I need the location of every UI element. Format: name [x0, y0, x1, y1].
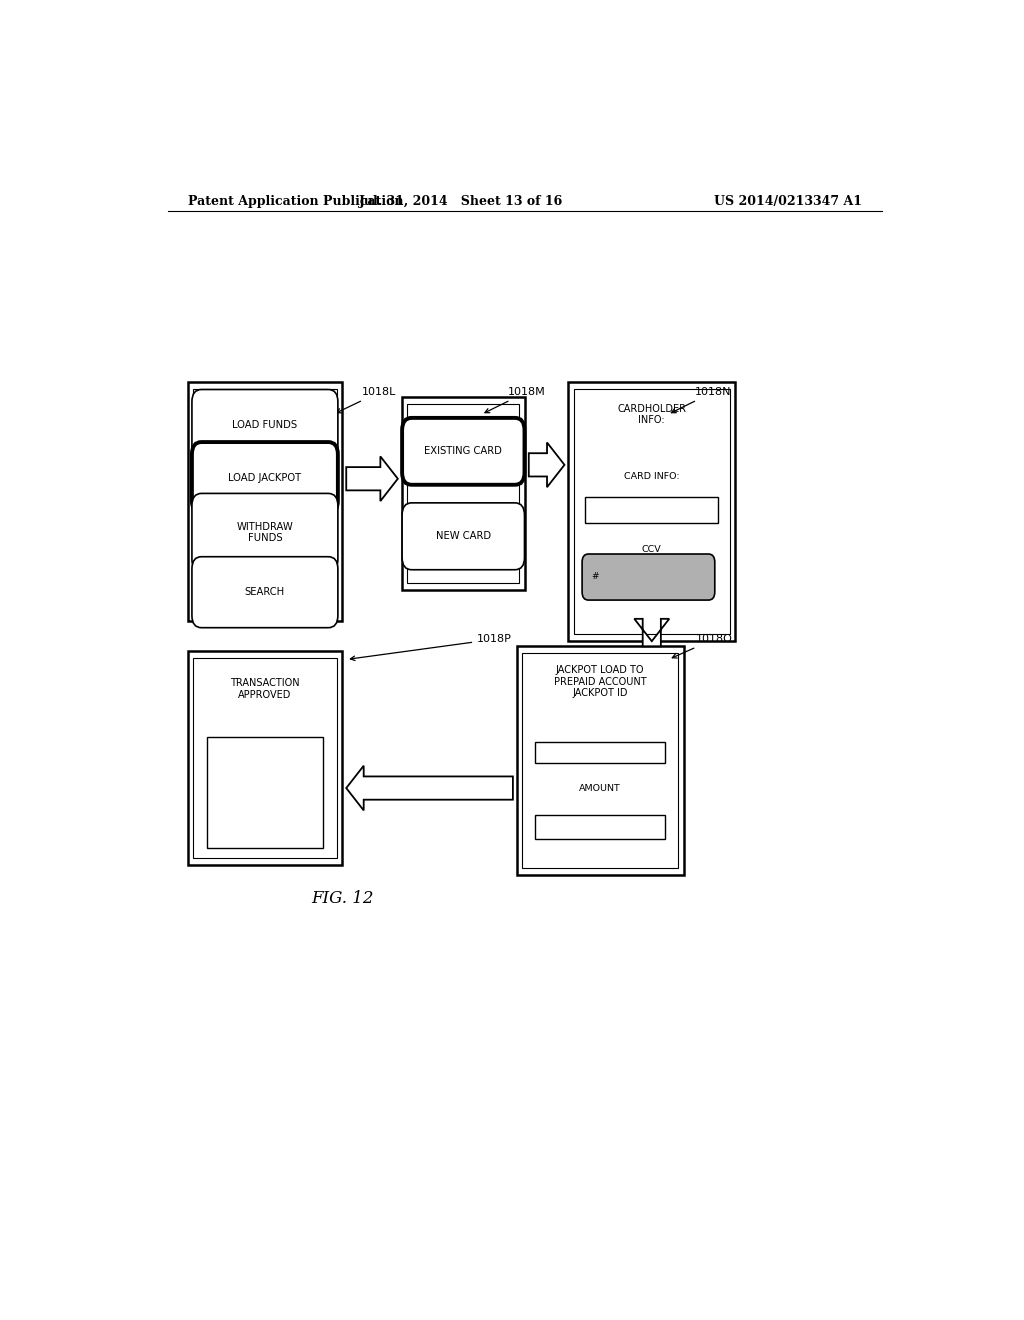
Bar [408, 404, 519, 583]
Text: 1018M: 1018M [485, 387, 545, 413]
Text: #: # [589, 506, 596, 515]
Text: LOAD JACKPOT: LOAD JACKPOT [228, 473, 301, 483]
FancyBboxPatch shape [191, 494, 338, 572]
FancyBboxPatch shape [191, 442, 338, 513]
Text: WITHDRAW
FUNDS: WITHDRAW FUNDS [237, 521, 293, 544]
Text: AMOUNT: AMOUNT [580, 784, 622, 792]
Bar [517, 647, 684, 875]
Text: CCV: CCV [642, 545, 662, 553]
Text: JACKPOT LOAD TO
PREPAID ACCOUNT
JACKPOT ID: JACKPOT LOAD TO PREPAID ACCOUNT JACKPOT … [554, 665, 646, 698]
Text: SEARCH: SEARCH [245, 587, 285, 597]
Bar [585, 498, 719, 523]
Bar [194, 389, 337, 614]
Text: #: # [591, 573, 598, 581]
FancyBboxPatch shape [402, 503, 524, 570]
Bar [536, 814, 666, 840]
Bar [574, 389, 729, 634]
Text: 1018O: 1018O [672, 634, 732, 657]
FancyBboxPatch shape [191, 389, 338, 461]
Bar [207, 737, 324, 847]
Text: Patent Application Publication: Patent Application Publication [187, 195, 403, 209]
Bar [194, 659, 337, 858]
Text: CARDHOLDER
INFO:: CARDHOLDER INFO: [617, 404, 686, 425]
Text: $: $ [540, 822, 545, 832]
Text: 1018L: 1018L [337, 387, 396, 413]
Bar [568, 381, 735, 642]
Bar [401, 397, 524, 590]
Bar [536, 742, 666, 763]
Bar [187, 381, 342, 620]
Polygon shape [528, 442, 564, 487]
FancyBboxPatch shape [191, 557, 338, 628]
FancyBboxPatch shape [402, 418, 524, 484]
Text: LOAD FUNDS: LOAD FUNDS [232, 420, 297, 430]
Text: 1018N: 1018N [672, 387, 731, 413]
Text: TRANSACTION
APPROVED: TRANSACTION APPROVED [230, 678, 300, 700]
Polygon shape [346, 457, 397, 502]
Text: US 2014/0213347 A1: US 2014/0213347 A1 [714, 195, 862, 209]
Bar [187, 651, 342, 865]
Text: FIG. 12: FIG. 12 [311, 890, 374, 907]
Text: 1018P: 1018P [350, 634, 512, 660]
Text: EXISTING CARD: EXISTING CARD [424, 446, 502, 457]
Polygon shape [634, 619, 670, 647]
Text: Jul. 31, 2014   Sheet 13 of 16: Jul. 31, 2014 Sheet 13 of 16 [359, 195, 563, 209]
Polygon shape [346, 766, 513, 810]
Text: NEW CARD: NEW CARD [436, 531, 490, 541]
Text: CARD INFO:: CARD INFO: [624, 473, 680, 480]
Text: APPROVAL #
DATE
LAST 4 DIGITS
AMOUNT: APPROVAL # DATE LAST 4 DIGITS AMOUNT [232, 772, 297, 812]
FancyBboxPatch shape [582, 554, 715, 601]
Bar [522, 653, 678, 867]
